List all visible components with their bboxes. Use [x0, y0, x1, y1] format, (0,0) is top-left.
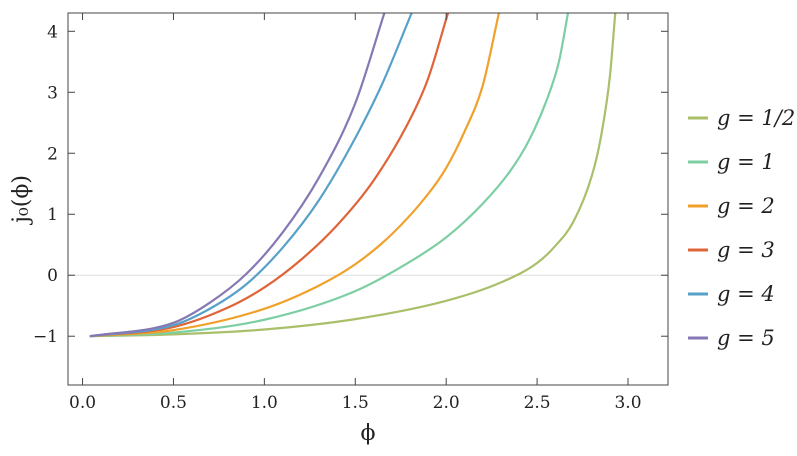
series-line-2: [89, 13, 570, 338]
series-line-4: [89, 13, 450, 338]
legend-label-3: g = 2: [717, 194, 775, 218]
legend-label-4: g = 3: [717, 238, 775, 262]
x-tick-label: 0.5: [160, 393, 187, 413]
series-line-5: [89, 13, 413, 338]
y-tick-label: 0: [47, 266, 58, 286]
series-line-1: [89, 13, 617, 338]
x-tick-label: 2.0: [433, 393, 460, 413]
y-tick-label: 1: [47, 205, 58, 225]
legend-label-5: g = 4: [717, 282, 775, 306]
x-tick-label: 1.0: [251, 393, 278, 413]
legend-label-2: g = 1: [717, 150, 775, 174]
x-tick-label: 1.5: [342, 393, 369, 413]
series-line-3: [89, 13, 500, 338]
series-layer: [89, 13, 617, 338]
legend: g = 1/2 g = 1 g = 2 g = 3 g = 4 g = 5: [688, 106, 795, 350]
legend-label-1: g = 1/2: [717, 106, 795, 130]
legend-label-6: g = 5: [717, 326, 775, 350]
x-axis-label: ϕ: [361, 421, 376, 446]
series-line-6: [89, 13, 386, 338]
ticks-layer: 0.0 0.5 1.0 1.5 2.0 2.5 3.0 −1 0 1 2 3 4: [33, 13, 668, 413]
plot-frame: [67, 12, 669, 386]
x-tick-label: 3.0: [614, 393, 641, 413]
y-tick-label: −1: [33, 327, 58, 347]
y-tick-label: 2: [47, 144, 58, 164]
y-axis-label: j₀(ϕ): [9, 175, 34, 226]
y-tick-label: 4: [47, 22, 58, 42]
y-tick-label: 3: [47, 83, 58, 103]
x-tick-label: 2.5: [524, 393, 551, 413]
x-tick-label: 0.0: [69, 393, 96, 413]
